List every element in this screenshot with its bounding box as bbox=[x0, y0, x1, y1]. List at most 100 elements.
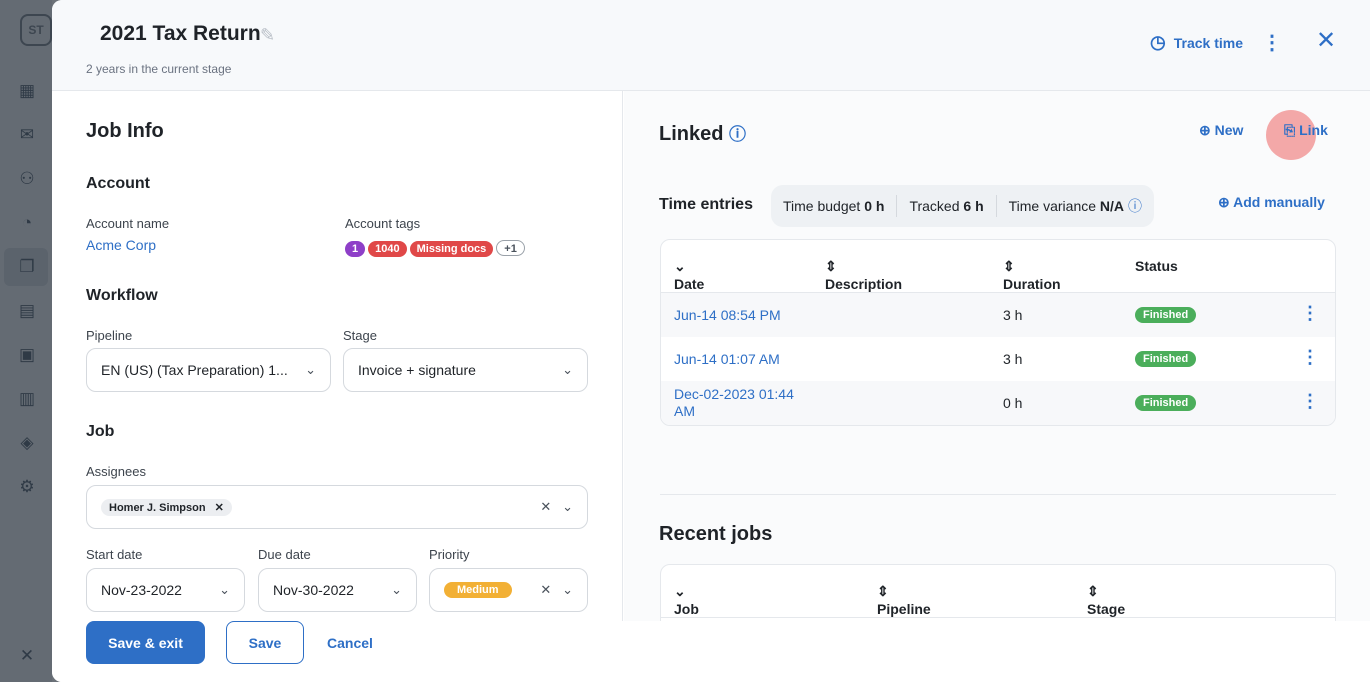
tracked-value: 6 h bbox=[963, 198, 984, 214]
job-heading: Job bbox=[86, 423, 115, 440]
help-icon[interactable]: ⓘ bbox=[729, 125, 747, 144]
dashboard-icon[interactable]: ▦ bbox=[18, 81, 36, 100]
more-options-icon[interactable]: ⋮ bbox=[1262, 32, 1282, 54]
account-tags: 1 1040 Missing docs +1 bbox=[345, 239, 528, 257]
new-label: New bbox=[1214, 122, 1244, 138]
add-manually-button[interactable]: ⊕ Add manually bbox=[1218, 194, 1325, 210]
priority-label: Priority bbox=[429, 547, 470, 562]
time-entries-title: Time entries bbox=[659, 196, 753, 213]
column-label: Duration bbox=[1003, 276, 1061, 292]
close-icon[interactable]: ✕ bbox=[1316, 27, 1337, 54]
column-pipeline[interactable]: Pipeline ⇕ bbox=[877, 583, 931, 617]
pipeline-value: EN (US) (Tax Preparation) 1... bbox=[101, 362, 288, 378]
column-label: Description bbox=[825, 276, 903, 292]
chevron-down-icon: ⌄ bbox=[219, 582, 230, 597]
cancel-button[interactable]: Cancel bbox=[327, 634, 373, 651]
job-modal: 2021 Tax Return ✎ 2 years in the current… bbox=[52, 0, 1370, 682]
account-name-label: Account name bbox=[86, 216, 170, 231]
pipeline-select[interactable]: EN (US) (Tax Preparation) 1... ⌄ bbox=[86, 348, 331, 392]
duration: 0 h bbox=[1003, 395, 1023, 411]
clear-and-chevron-icon: ✕ ⌄ bbox=[540, 582, 573, 597]
table-row: Jun-14 01:07 AM 3 h Finished ⋮ bbox=[661, 337, 1335, 381]
assignees-select[interactable]: Homer J. Simpson ✕ ✕ ⌄ bbox=[86, 485, 588, 529]
calendar-icon[interactable]: ▥ bbox=[18, 389, 36, 408]
track-time-button[interactable]: ◷ Track time bbox=[1150, 32, 1243, 53]
linked-panel: Linked ⓘ ⊕ New ⎘ Link Time entries Time … bbox=[624, 91, 1370, 644]
assignees-label: Assignees bbox=[86, 464, 146, 479]
tracked-label: Tracked bbox=[909, 198, 960, 214]
due-date-picker[interactable]: Nov-30-2022 ⌄ bbox=[258, 568, 417, 612]
account-tags-label: Account tags bbox=[345, 216, 421, 231]
link-button[interactable]: ⎘ Link bbox=[1284, 122, 1328, 139]
settings-icon[interactable]: ⚙ bbox=[19, 477, 35, 496]
date-link[interactable]: Jun-14 01:07 AM bbox=[674, 351, 780, 367]
pipeline-label: Pipeline bbox=[86, 328, 133, 343]
job-info-panel: Job Info Account Account name Acme Corp … bbox=[52, 91, 623, 621]
new-button[interactable]: ⊕ New bbox=[1199, 122, 1244, 138]
job-info-title: Job Info bbox=[86, 120, 164, 142]
chevron-down-icon: ⌄ bbox=[305, 362, 316, 377]
row-menu-icon[interactable]: ⋮ bbox=[1301, 347, 1319, 367]
more-tags-badge[interactable]: +1 bbox=[496, 240, 525, 256]
table-header: Job name ⌄ Pipeline ⇕ Stage ⇕ bbox=[661, 565, 1335, 633]
table-row: Jun-14 08:54 PM 3 h Finished ⋮ bbox=[661, 293, 1335, 337]
edit-pencil-icon[interactable]: ✎ bbox=[260, 25, 276, 45]
time-budget-label: Time budget bbox=[783, 198, 861, 214]
jobs-icon[interactable]: ❐ bbox=[19, 257, 35, 276]
stage-value: Invoice + signature bbox=[358, 362, 476, 378]
duration: 3 h bbox=[1003, 307, 1023, 323]
table-header: Date ⌄ Description ⇕ Duration ⇕ Status bbox=[661, 240, 1335, 293]
stage-select[interactable]: Invoice + signature ⌄ bbox=[343, 348, 588, 392]
remove-icon[interactable]: ✕ bbox=[214, 501, 224, 514]
tag: 1 bbox=[345, 241, 366, 257]
start-date-picker[interactable]: Nov-23-2022 ⌄ bbox=[86, 568, 245, 612]
job-title: 2021 Tax Return bbox=[100, 22, 261, 45]
tag: 1040 bbox=[368, 241, 407, 257]
priority-select[interactable]: Medium ✕ ⌄ bbox=[429, 568, 588, 612]
time-summary: Time budget 0 h Tracked 6 h Time varianc… bbox=[771, 185, 1154, 227]
modal-header: 2021 Tax Return ✎ 2 years in the current… bbox=[52, 0, 1370, 91]
save-exit-button[interactable]: Save & exit bbox=[86, 621, 205, 664]
save-button[interactable]: Save bbox=[226, 621, 304, 664]
paperclip-icon: ⎘ bbox=[1284, 122, 1296, 138]
date-link[interactable]: Dec-02-2023 01:44 AM bbox=[674, 386, 794, 419]
status-badge: Finished bbox=[1135, 307, 1197, 323]
time-entries-table: Date ⌄ Description ⇕ Duration ⇕ Status J… bbox=[660, 239, 1336, 426]
date-link[interactable]: Jun-14 08:54 PM bbox=[674, 307, 781, 323]
documents-icon[interactable]: ▤ bbox=[18, 301, 36, 320]
row-menu-icon[interactable]: ⋮ bbox=[1301, 303, 1319, 323]
add-manually-label: Add manually bbox=[1233, 194, 1325, 210]
priority-badge: Medium bbox=[444, 582, 512, 598]
chevron-down-icon: ⌄ bbox=[391, 582, 402, 597]
start-date-label: Start date bbox=[86, 547, 143, 562]
pin-icon[interactable]: ✕ bbox=[19, 646, 35, 665]
row-menu-icon[interactable]: ⋮ bbox=[1301, 391, 1319, 411]
column-label: Stage bbox=[1087, 601, 1126, 617]
tags-icon[interactable]: ◈ bbox=[20, 433, 34, 452]
mail-icon[interactable]: ✉ bbox=[19, 125, 35, 144]
contacts-icon[interactable]: ⚇ bbox=[19, 169, 35, 188]
due-date-value: Nov-30-2022 bbox=[273, 582, 354, 598]
help-icon[interactable]: ⓘ bbox=[1127, 198, 1142, 214]
assignee-chip: Homer J. Simpson ✕ bbox=[101, 498, 232, 516]
time-variance-value: N/A bbox=[1099, 198, 1125, 214]
click-highlight bbox=[1266, 110, 1316, 160]
column-label: Date bbox=[674, 276, 705, 292]
column-duration[interactable]: Duration ⇕ bbox=[1003, 258, 1061, 292]
time-budget-value: 0 h bbox=[864, 198, 885, 214]
column-label: Pipeline bbox=[877, 601, 931, 617]
column-description[interactable]: Description ⇕ bbox=[825, 258, 903, 292]
column-date[interactable]: Date ⌄ bbox=[674, 258, 705, 292]
assignee-name: Homer J. Simpson bbox=[109, 501, 206, 514]
time-icon[interactable]: ◔ bbox=[21, 213, 33, 232]
time-variance: Time variance N/A ⓘ bbox=[1009, 196, 1142, 216]
time-variance-label: Time variance bbox=[1008, 198, 1097, 214]
column-stage[interactable]: Stage ⇕ bbox=[1087, 583, 1126, 617]
sidebar: ST ▦ ✉ ⚇ ◔ ❐ ▤ ▣ ▥ ◈ ⚙ ✕ bbox=[0, 0, 52, 682]
clear-and-chevron-icon: ✕ ⌄ bbox=[540, 499, 573, 514]
column-job-name[interactable]: Job name ⌄ bbox=[674, 583, 711, 633]
billing-icon[interactable]: ▣ bbox=[18, 345, 36, 364]
stage-duration: 2 years in the current stage bbox=[86, 62, 232, 76]
table-row: Dec-02-2023 01:44 AM 0 h Finished ⋮ bbox=[661, 381, 1335, 425]
account-name-link[interactable]: Acme Corp bbox=[86, 237, 157, 253]
